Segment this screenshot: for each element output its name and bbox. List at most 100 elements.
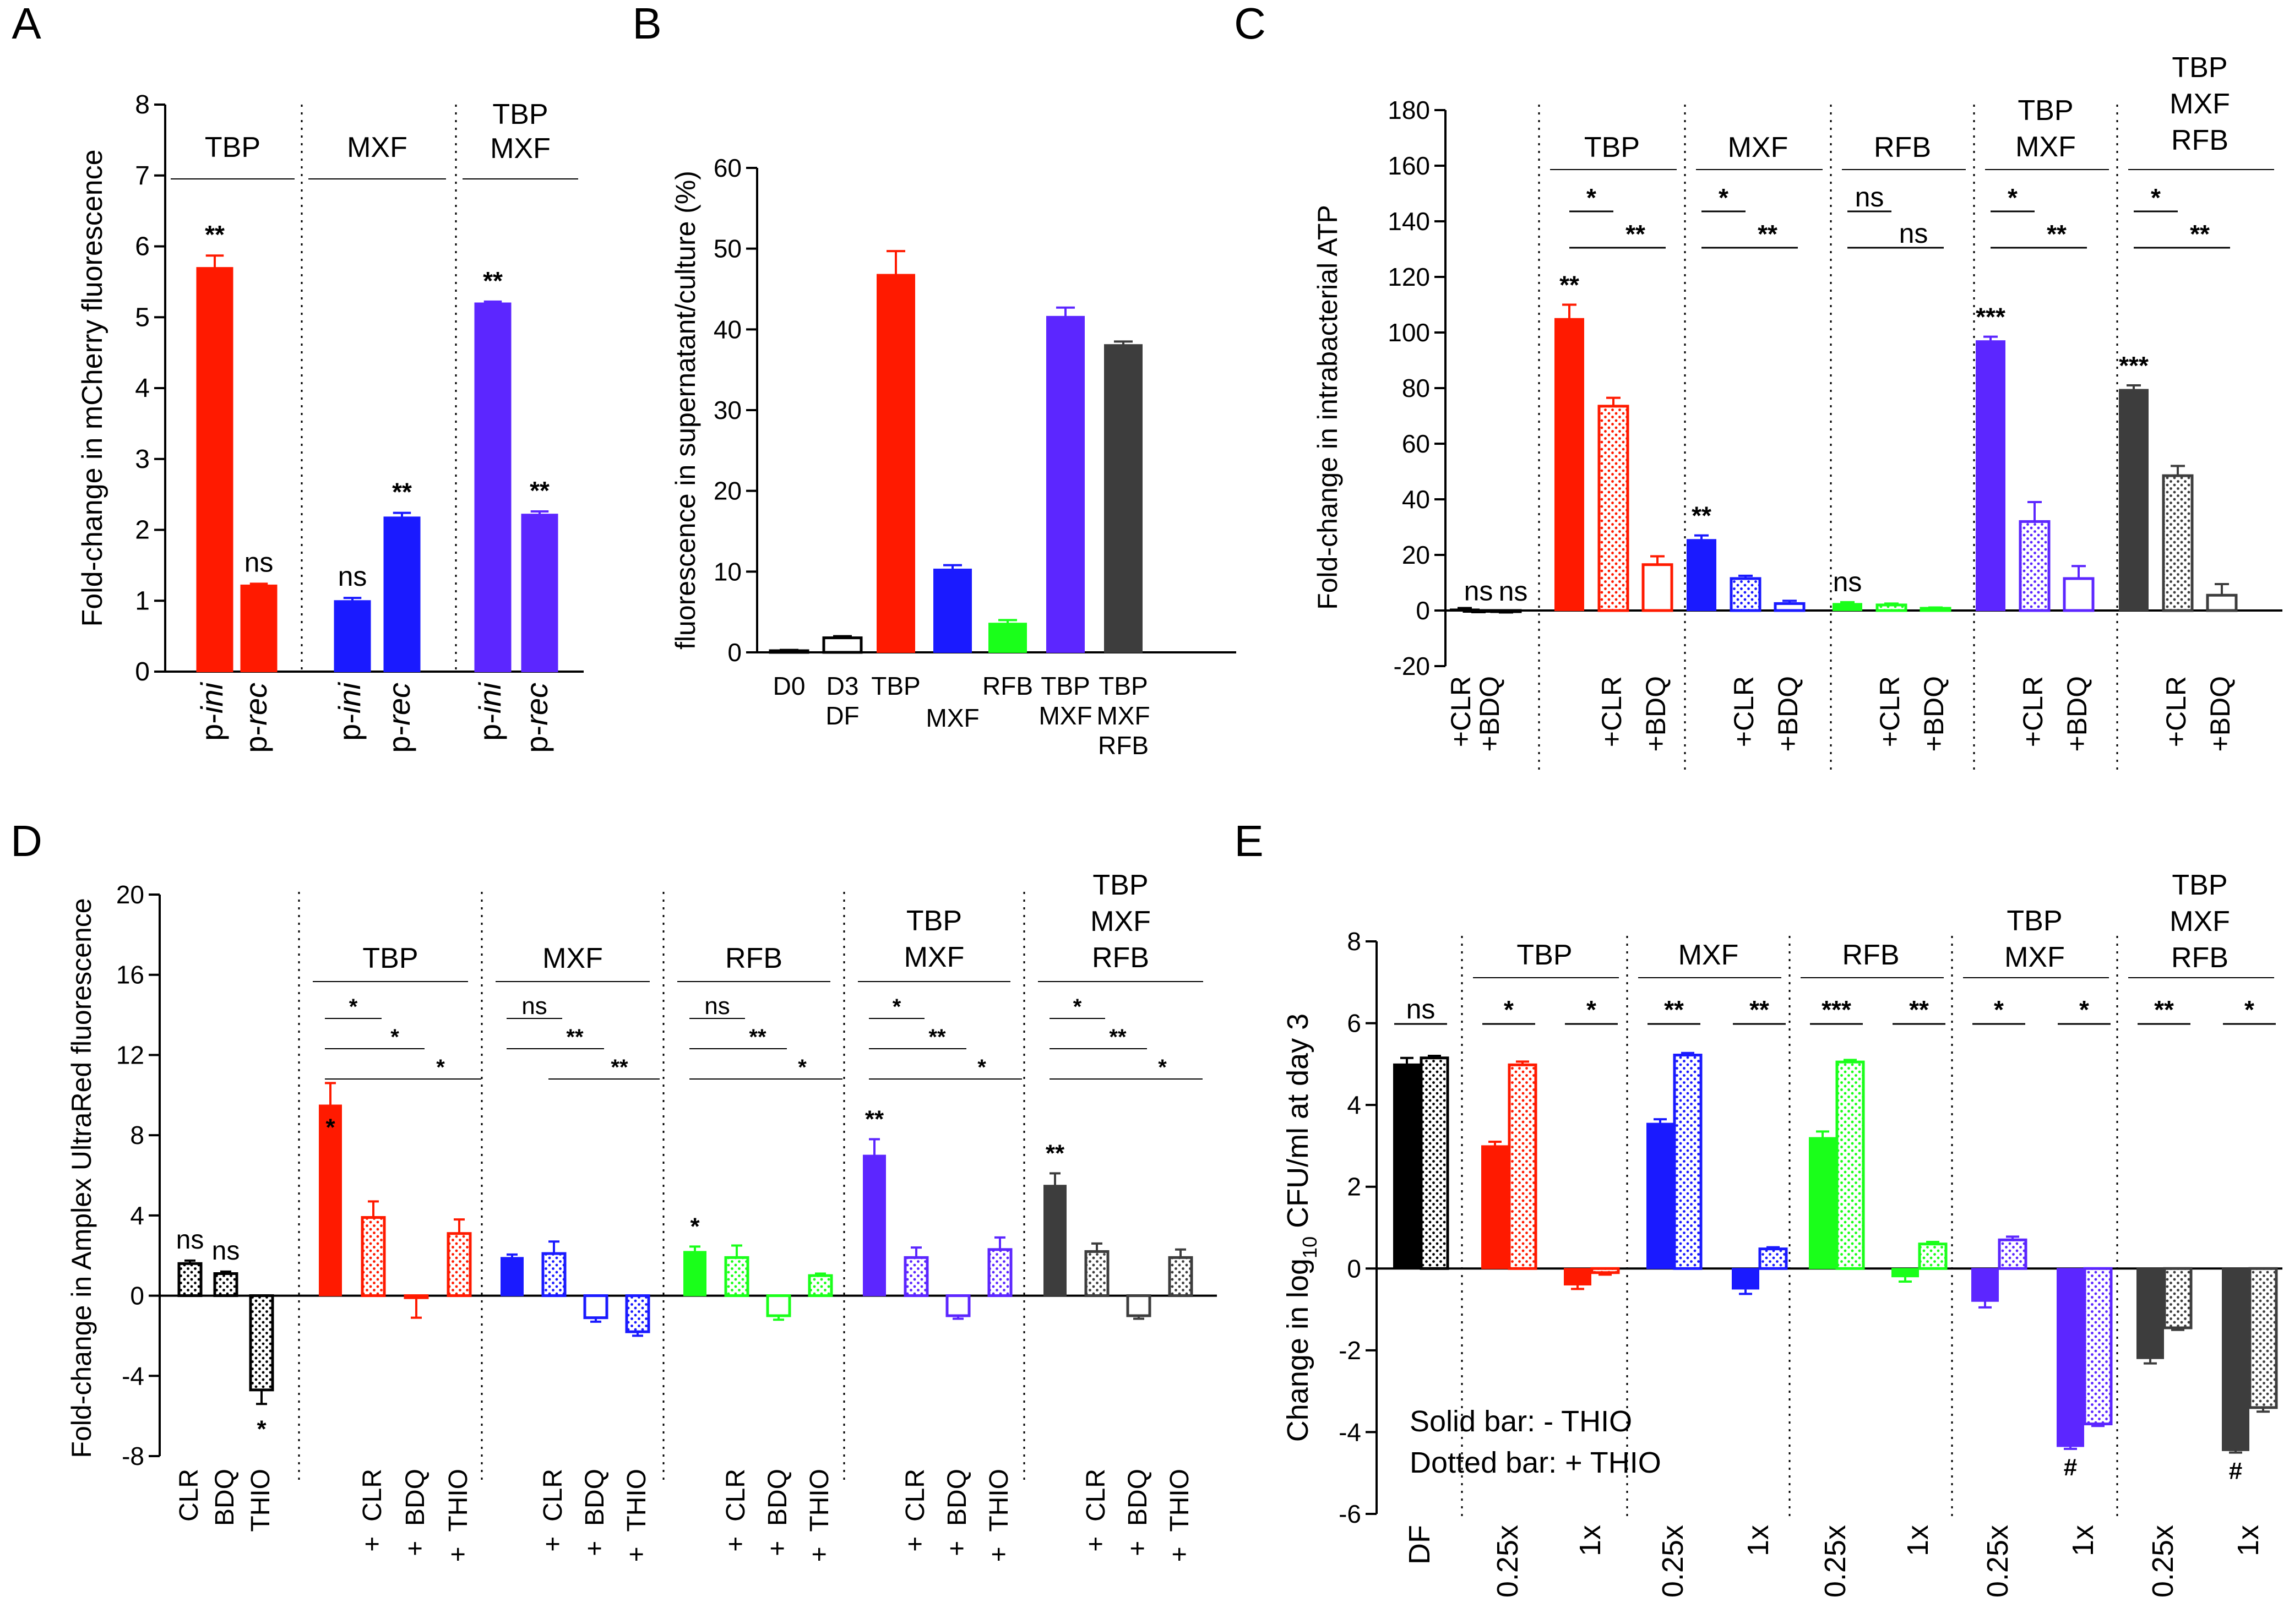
panel-c-bar: [1730, 577, 1761, 612]
panel-d-comparison-sig: *: [349, 995, 358, 1019]
panel-d-bar: [683, 1251, 706, 1296]
panel-d-y-tick-label: -4: [122, 1361, 144, 1390]
panel-c-comparison-sig: **: [1625, 220, 1645, 248]
panel-c-x-tick-label: +BDQ: [1918, 676, 1949, 752]
panel-a-x-tick-label: p-rec: [382, 683, 416, 753]
panel-a-bar: [474, 302, 512, 672]
panel-d-group-label: TBP: [906, 905, 962, 937]
panel-a-y-tick-label: 3: [135, 445, 150, 474]
panel-letter-b: B: [632, 0, 661, 48]
panel-a-x-tick-prefix: p-: [238, 726, 273, 753]
panel-c-significance: **: [1692, 502, 1711, 530]
panel-e-bar: [1835, 1060, 1865, 1270]
panel-c-x-tick-label: +BDQ: [1474, 676, 1505, 752]
panel-b-y-tick-label: 10: [714, 557, 742, 586]
panel-e-x-tick-label: 1x: [2067, 1525, 2100, 1556]
panel-c-x-tick-label: +BDQ: [1773, 676, 1803, 752]
panel-b-y-tick-label: 30: [714, 396, 742, 424]
panel-d-bar: [808, 1274, 833, 1298]
panel-b-bar: [933, 568, 972, 653]
panel-a-x-tick-prefix: p-: [382, 726, 416, 753]
panel-d-bar: [987, 1248, 1013, 1298]
panel-e-comparison-sig: ***: [1822, 995, 1851, 1024]
panel-e-x-tick-label: 0.25x: [2146, 1525, 2179, 1598]
panel-d-x-tick-label: + CLR: [358, 1469, 387, 1552]
panel-c-comparison-sig: **: [1758, 220, 1777, 248]
panel-c-bar: [1774, 602, 1806, 612]
panel-c-group-label: RFB: [1874, 132, 1931, 164]
panel-d-bar: [583, 1294, 608, 1320]
panel-b-bar: [988, 623, 1027, 653]
panel-d-x-tick-label: + THIO: [444, 1469, 473, 1562]
panel-c-y-tick-label: 180: [1388, 96, 1430, 124]
panel-a-x-tick-label: p-ini: [194, 682, 229, 740]
panel-b-x-tick-label: DF: [825, 701, 859, 730]
panel-d-bar: [361, 1216, 386, 1298]
panel-c-y-tick-label: -20: [1394, 652, 1430, 680]
panel-d-comparison-sig: *: [893, 995, 901, 1019]
panel-d-group-label: TBP: [362, 942, 418, 974]
panel-e-x-tick-label: 1x: [1574, 1525, 1607, 1556]
panel-d-x-tick-label: + THIO: [985, 1469, 1014, 1562]
panel-b-x-tick-label: TBP: [1099, 672, 1148, 700]
panel-d-x-tick-label: + BDQ: [763, 1469, 792, 1556]
panel-e-bar: [1891, 1268, 1919, 1278]
panel-a-group-label: TBP: [492, 99, 548, 130]
panel-c-y-tick-label: 0: [1416, 596, 1430, 625]
panel-d-significance: *: [257, 1415, 267, 1442]
panel-e-y-label-part: CFU/ml at day 3: [1281, 1013, 1314, 1236]
panel-c-y-label: Fold-change in intrabacterial ATP: [1312, 205, 1343, 610]
panel-c-significance: ns: [1833, 566, 1862, 597]
panel-d-x-tick-label: + BDQ: [1123, 1469, 1152, 1556]
panel-e-y-tick-label: -2: [1339, 1336, 1361, 1365]
panel-d-comparison-sig: *: [436, 1055, 445, 1080]
panel-e-group-label: TBP: [2172, 869, 2227, 901]
panel-d-bar: [766, 1294, 791, 1317]
panel-c-bar: [2063, 577, 2095, 612]
panel-letter-d: D: [10, 816, 42, 865]
panel-d-group-label: MXF: [1090, 906, 1151, 938]
panel-d-y-tick-label: 20: [116, 880, 144, 909]
panel-d-bar: [863, 1154, 886, 1296]
panel-e-y-tick-label: 6: [1347, 1009, 1361, 1038]
panel-d-group-label: MXF: [542, 942, 603, 974]
panel-a-x-tick-suffix: rec: [519, 683, 554, 726]
panel-c-x-tick-label: +BDQ: [1640, 676, 1671, 752]
panel-d-significance: *: [690, 1213, 700, 1240]
panel-d-group-label: TBP: [1092, 869, 1148, 901]
panel-e-bar: [2057, 1268, 2084, 1447]
panel-a-x-tick-prefix: p-: [472, 713, 507, 741]
panel-c-x-tick-label: +CLR: [1874, 676, 1905, 747]
panel-e-comparison-sig: **: [1664, 995, 1684, 1024]
panel-d-bar: [213, 1272, 238, 1298]
panel-c-y-tick-label: 100: [1388, 318, 1430, 347]
panel-c-x-tick-label: +BDQ: [2205, 676, 2236, 752]
panel-d-bar: [724, 1256, 749, 1298]
panel-d-x-tick-label: + BDQ: [580, 1469, 610, 1556]
panel-d-y-label: Fold-change in Amplex UltraRed fluoresce…: [66, 898, 97, 1458]
panel-c-y-tick-label: 140: [1388, 207, 1430, 236]
panel-a-y-tick-label: 5: [135, 303, 150, 332]
panel-letter-c: C: [1234, 0, 1266, 48]
panel-d-bar: [1043, 1185, 1067, 1296]
panel-b-bar: [1046, 315, 1085, 653]
panel-a-y-tick-label: 0: [135, 657, 150, 686]
panel-c-x-tick-label: +CLR: [1596, 676, 1627, 747]
panel-c-x-tick-label: +CLR: [2161, 676, 2192, 747]
panel-c-comparison-sig: **: [2047, 220, 2067, 248]
panel-a-y-tick-label: 1: [135, 586, 150, 615]
panel-c-significance: ***: [1976, 303, 2005, 331]
panel-a-x-tick-prefix: p-: [519, 726, 554, 753]
panel-c-significance: **: [1559, 271, 1579, 299]
panel-c-x-tick-label: +BDQ: [2062, 676, 2092, 752]
panel-a-bar: [196, 267, 233, 672]
panel-d-group-label: MXF: [904, 941, 965, 973]
panel-d-significance: ns: [212, 1236, 240, 1266]
panel-d-comparison-sig: ns: [704, 993, 730, 1020]
panel-e-group-label: TBP: [2007, 905, 2062, 937]
panel-e-x-tick-label: 1x: [2232, 1525, 2265, 1556]
panel-d-bar: [1084, 1250, 1110, 1298]
panel-c-comparison-sig: *: [2008, 183, 2018, 212]
panel-e-note: #: [2064, 1454, 2077, 1481]
